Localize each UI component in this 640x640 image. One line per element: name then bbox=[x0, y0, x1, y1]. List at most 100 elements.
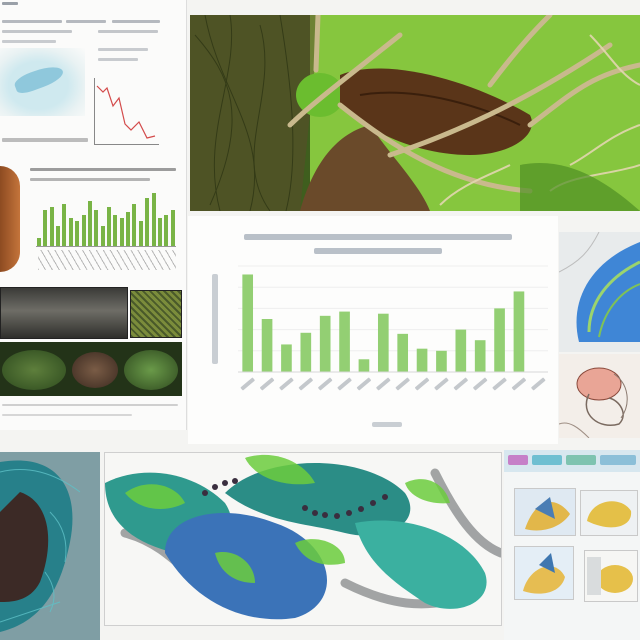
document-bar bbox=[157, 218, 162, 246]
chart-bar bbox=[436, 350, 447, 372]
document-bar bbox=[119, 218, 124, 246]
x-tick-label bbox=[531, 377, 546, 391]
document-text-line bbox=[2, 40, 56, 43]
document-bar bbox=[100, 226, 105, 246]
document-bar bbox=[170, 209, 175, 246]
specimen-leaf bbox=[2, 350, 66, 390]
document-bar bbox=[132, 204, 137, 246]
x-tick-label bbox=[337, 377, 352, 391]
x-tick-label bbox=[356, 377, 371, 391]
chart-bar bbox=[494, 308, 505, 372]
materials-panel bbox=[504, 450, 640, 640]
bar-chart-panel bbox=[188, 216, 558, 444]
y-axis-label bbox=[212, 274, 218, 364]
materials-toolbar bbox=[504, 450, 640, 472]
document-text-line bbox=[98, 30, 158, 33]
x-tick-label bbox=[395, 377, 410, 391]
specimen-leaf bbox=[124, 350, 178, 390]
mini-plot-line bbox=[96, 85, 156, 139]
document-header-line bbox=[2, 2, 18, 5]
chart-bar bbox=[474, 340, 486, 372]
material-thumb-svg bbox=[515, 489, 575, 535]
document-bar-plot bbox=[36, 190, 176, 247]
scale-texture-svg bbox=[0, 452, 100, 640]
leaf-vein-illustration bbox=[190, 15, 640, 211]
figure-title-line bbox=[30, 178, 150, 181]
document-bar bbox=[138, 220, 143, 246]
butterfly-wing-svg bbox=[559, 232, 640, 352]
chart-bar bbox=[377, 313, 389, 372]
document-panel bbox=[0, 0, 187, 430]
x-tick-label bbox=[511, 377, 526, 391]
document-bar bbox=[56, 226, 61, 246]
document-bar bbox=[107, 206, 111, 246]
material-thumb-svg bbox=[581, 491, 637, 535]
document-bar bbox=[164, 215, 169, 246]
toolbar-button[interactable] bbox=[508, 455, 528, 465]
document-text-line bbox=[2, 30, 72, 33]
specimen-photo-row bbox=[0, 342, 182, 396]
bar-plot-axis-labels bbox=[38, 250, 176, 270]
chart-bar bbox=[416, 348, 428, 372]
material-thumb-svg bbox=[515, 547, 573, 599]
x-tick-label bbox=[298, 377, 313, 391]
caption-line bbox=[2, 404, 178, 406]
x-tick-label bbox=[279, 377, 294, 391]
document-text-line bbox=[98, 48, 148, 51]
document-bar bbox=[87, 201, 92, 246]
specimen-seed bbox=[72, 352, 118, 388]
document-bar bbox=[43, 209, 48, 246]
material-card[interactable] bbox=[514, 546, 574, 600]
document-bar bbox=[75, 220, 80, 246]
document-bar bbox=[81, 215, 86, 246]
material-card[interactable] bbox=[580, 490, 638, 536]
material-card[interactable] bbox=[584, 550, 638, 602]
coiled-organism-illustration bbox=[104, 452, 502, 626]
specimen-texture-image bbox=[130, 290, 182, 338]
toolbar-button[interactable] bbox=[566, 455, 596, 465]
chart-bar bbox=[319, 315, 331, 372]
material-thumb-svg bbox=[585, 551, 637, 601]
document-text-line bbox=[98, 58, 138, 61]
x-axis-label bbox=[372, 422, 402, 427]
chart-bar bbox=[300, 332, 312, 372]
x-tick-label bbox=[434, 377, 449, 391]
figure-title-line bbox=[30, 168, 176, 171]
toolbar-button[interactable] bbox=[600, 455, 636, 465]
x-tick-label bbox=[473, 377, 488, 391]
chart-bars bbox=[242, 274, 525, 372]
chart-title bbox=[244, 234, 512, 254]
x-tick-label bbox=[240, 377, 255, 391]
chart-bar bbox=[358, 359, 370, 372]
coiled-organism-svg bbox=[105, 453, 501, 625]
x-tick-label bbox=[260, 377, 275, 391]
document-bar bbox=[94, 209, 99, 246]
chart-bar bbox=[455, 329, 467, 372]
document-bar bbox=[145, 198, 150, 246]
fish-figure bbox=[0, 48, 85, 116]
chart-bar bbox=[513, 291, 525, 372]
x-tick-label bbox=[318, 377, 333, 391]
mini-line-plot bbox=[94, 78, 159, 145]
document-bar bbox=[68, 218, 73, 246]
anatomy-sketch-svg bbox=[559, 354, 640, 438]
specimen-strip-image bbox=[0, 287, 128, 339]
x-tick-label bbox=[492, 377, 507, 391]
document-bar bbox=[62, 204, 67, 246]
scale-texture-image bbox=[0, 452, 100, 640]
material-card[interactable] bbox=[514, 488, 576, 536]
document-bar bbox=[113, 215, 118, 246]
leaf-vein-svg bbox=[190, 15, 640, 211]
butterfly-wing-image bbox=[559, 232, 640, 352]
chart-bar bbox=[281, 344, 292, 372]
caption-line bbox=[2, 414, 132, 416]
x-tick-label bbox=[415, 377, 430, 391]
document-text-line bbox=[112, 20, 160, 23]
chart-bar bbox=[397, 333, 409, 372]
document-text-line bbox=[66, 20, 106, 23]
x-tick-label bbox=[376, 377, 391, 391]
toolbar-button[interactable] bbox=[532, 455, 562, 465]
document-bar bbox=[151, 192, 156, 246]
document-text-line bbox=[2, 20, 62, 23]
chart-bar bbox=[242, 274, 254, 372]
